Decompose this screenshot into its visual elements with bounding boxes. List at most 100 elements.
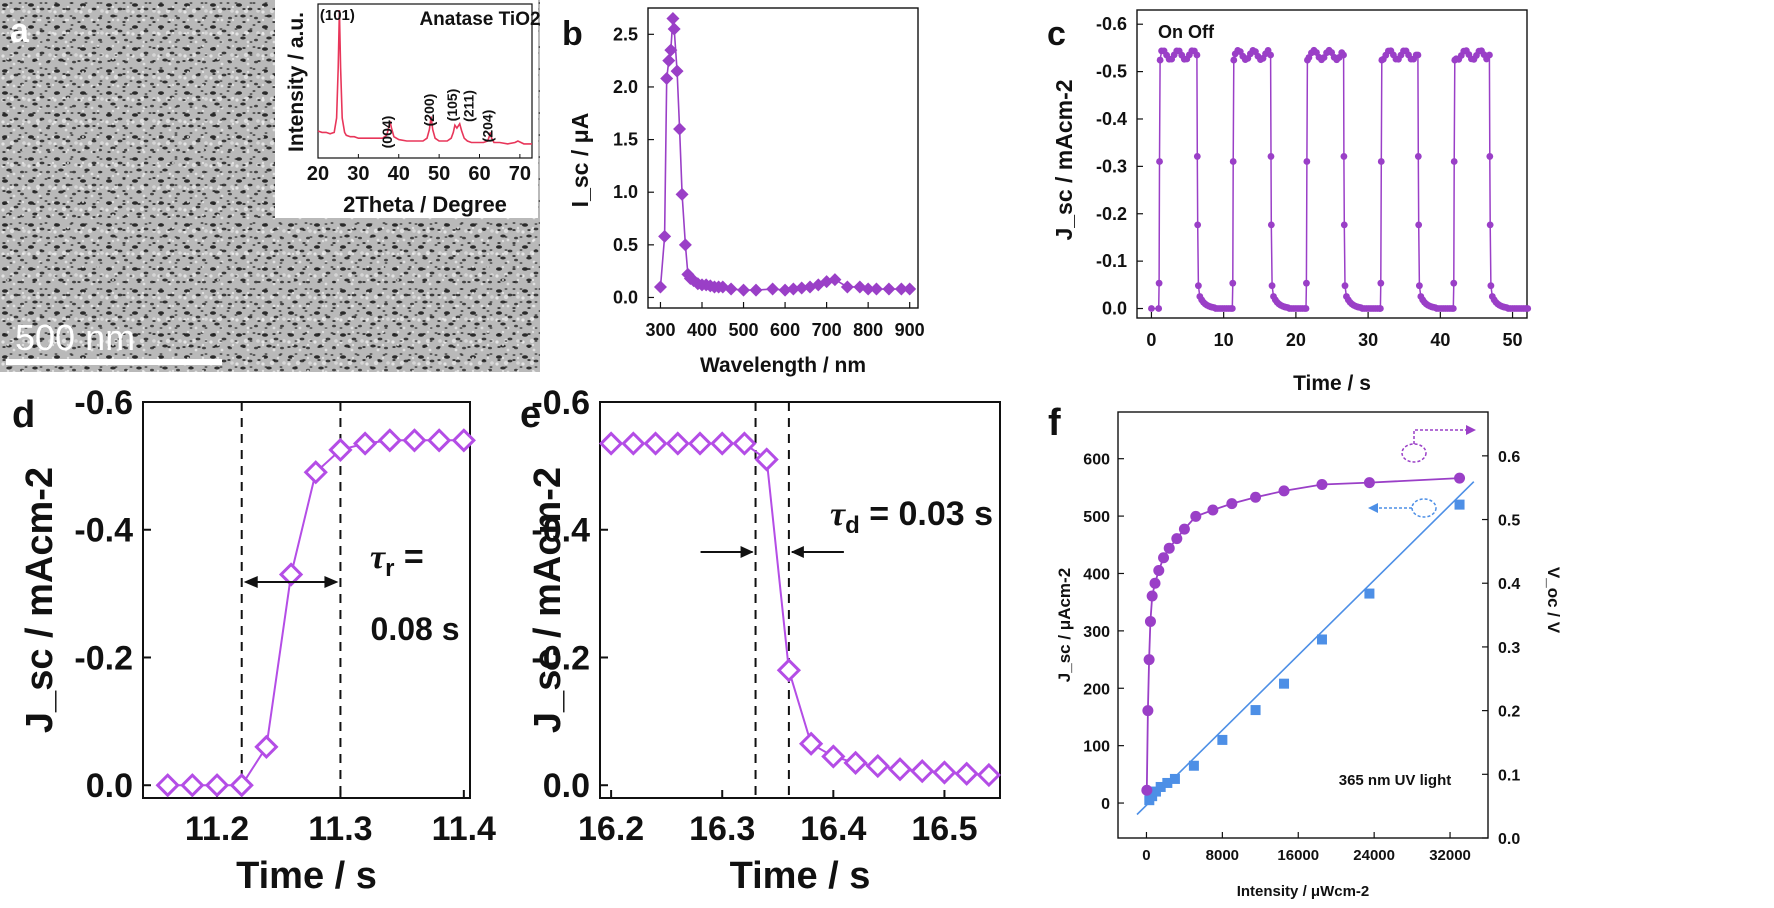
data-point	[1267, 153, 1275, 160]
data-point	[1302, 305, 1310, 312]
x-tick-label: 50	[428, 163, 450, 185]
data-point	[1268, 282, 1276, 290]
y-axis-label: J_sc / mAcm-2	[1051, 79, 1077, 240]
x-tick-label: 600	[770, 320, 800, 340]
data-point	[665, 431, 690, 456]
xrd-inset: 20 30 40 50 60 70 Anatase TiO2 2Theta / Degree I…	[285, 3, 541, 217]
data-point	[1450, 158, 1458, 165]
data-point	[798, 731, 824, 756]
data-point	[1486, 221, 1494, 229]
y-tick-label: -0.2	[74, 639, 133, 677]
data-point	[1250, 705, 1261, 716]
data-point	[1340, 153, 1348, 160]
y2-tick-label: 0.2	[1498, 704, 1520, 721]
tau-decay-label: τd = 0.03 s	[830, 495, 993, 539]
data-point	[1376, 305, 1384, 312]
plot-frame	[647, 7, 919, 309]
on-off-annotation: On Off	[1158, 22, 1215, 42]
data-point	[1149, 577, 1161, 589]
data-point	[1142, 705, 1154, 717]
x-tick-label: 8000	[1206, 847, 1239, 864]
data-point	[1171, 533, 1183, 545]
data-point	[1162, 777, 1173, 788]
data-point	[954, 761, 979, 786]
data-point	[180, 773, 205, 798]
panel-d: d 11.2 11.3 11.4 -0.6 -0.4 -0.2 0.0 Time / s J_s…	[12, 384, 496, 897]
plot-frame	[142, 401, 471, 799]
peak-label: (200)	[421, 94, 437, 127]
peak-label: (105)	[444, 89, 460, 122]
data-point	[402, 428, 427, 453]
y-tick-label: -0.4	[531, 512, 590, 550]
data-point	[894, 282, 908, 296]
panel-letter-c: c	[1047, 15, 1066, 53]
data-point	[670, 64, 684, 78]
x-tick-label: 900	[895, 320, 925, 340]
arrow-head	[243, 576, 258, 588]
x-tick-label: 30	[1358, 330, 1378, 350]
data-point	[710, 431, 735, 456]
x-tick-label: 20	[1286, 330, 1306, 350]
data-point	[621, 431, 646, 456]
data-point	[1229, 279, 1237, 287]
x-tick-label: 0	[1146, 330, 1156, 350]
data-point	[1414, 153, 1422, 160]
y-axis-label: J_sc / mAcm-2	[527, 467, 569, 733]
data-point	[1415, 221, 1423, 229]
data-point	[643, 431, 668, 456]
data-point	[1141, 784, 1153, 796]
y-tick-label: 600	[1083, 452, 1110, 469]
series-line	[659, 18, 910, 291]
inset-frame	[317, 3, 533, 159]
arrow-head	[1466, 425, 1476, 435]
x-tick-label: 32000	[1429, 847, 1471, 864]
data-point	[1486, 153, 1494, 160]
tau-rise-label: τr =	[370, 538, 424, 582]
data-point	[1454, 499, 1465, 510]
y-tick-label: -0.2	[1096, 204, 1127, 224]
data-point	[1193, 51, 1201, 59]
data-point	[1153, 564, 1165, 576]
series-line	[1151, 49, 1528, 310]
y-tick-label: -0.2	[531, 639, 590, 677]
peak-label: (101)	[320, 7, 355, 24]
x-tick-label: 700	[812, 320, 842, 340]
data-point	[1524, 305, 1532, 312]
data-point	[1143, 654, 1155, 666]
y-axis-label: Intensity / a.u.	[285, 12, 308, 152]
data-point	[1303, 158, 1311, 165]
data-point	[1163, 542, 1175, 554]
data-point	[1190, 510, 1202, 522]
tau-rise-value: 0.08 s	[371, 611, 460, 647]
y-tick-label: 100	[1083, 739, 1110, 756]
data-point	[662, 54, 676, 68]
arrow-head	[1368, 503, 1378, 513]
x-tick-label: 30	[347, 163, 369, 185]
y2-tick-label: 0.6	[1498, 449, 1520, 466]
series-indicator	[1411, 498, 1437, 518]
series-indicator	[1401, 443, 1427, 463]
scalebar-label: 500 nm	[15, 317, 135, 358]
x-axis-label: Wavelength / nm	[700, 354, 866, 377]
data-point	[749, 283, 763, 297]
x-tick-label: 0	[1142, 847, 1150, 864]
data-point	[1316, 479, 1328, 491]
peak-label: (004)	[379, 116, 395, 149]
data-point	[1158, 552, 1170, 564]
x-axis-label: Time / s	[1293, 372, 1371, 395]
x-tick-label: 300	[645, 320, 675, 340]
data-point	[903, 282, 917, 296]
data-point	[1188, 760, 1199, 771]
y2-axis-label: V_oc / V	[1544, 567, 1563, 634]
panel-letter-d: d	[12, 394, 35, 436]
data-point	[427, 428, 452, 453]
data-point	[1207, 504, 1219, 516]
arrow-head	[790, 546, 804, 558]
data-point	[786, 282, 800, 296]
y-tick-label: 0.0	[613, 287, 638, 307]
peak-label: (204)	[479, 110, 495, 143]
data-point	[666, 12, 680, 26]
data-point	[328, 437, 353, 463]
data-point	[737, 283, 751, 297]
data-point	[776, 658, 802, 683]
